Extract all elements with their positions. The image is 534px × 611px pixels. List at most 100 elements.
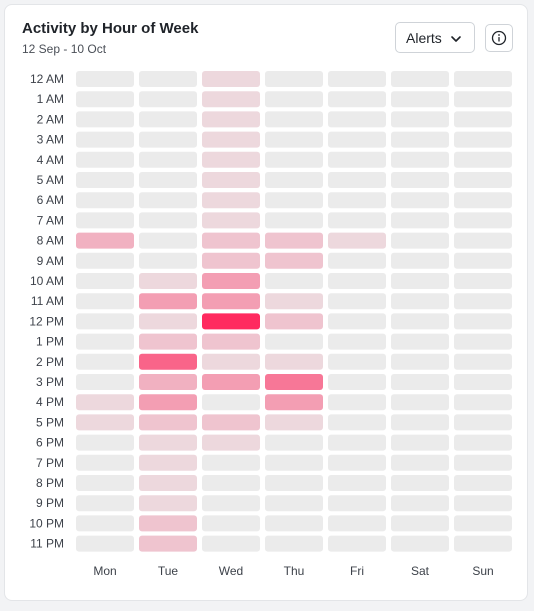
- heatmap-cell[interactable]: [454, 454, 512, 471]
- heatmap-cell[interactable]: [328, 91, 386, 108]
- heatmap-cell[interactable]: [76, 535, 134, 552]
- heatmap-cell[interactable]: [76, 394, 134, 411]
- heatmap-cell[interactable]: [454, 535, 512, 552]
- heatmap-cell[interactable]: [265, 394, 323, 411]
- heatmap-cell[interactable]: [202, 293, 260, 310]
- heatmap-cell[interactable]: [454, 293, 512, 310]
- heatmap-cell[interactable]: [328, 374, 386, 390]
- heatmap-cell[interactable]: [139, 111, 197, 128]
- heatmap-cell[interactable]: [202, 273, 260, 289]
- heatmap-cell[interactable]: [454, 353, 512, 370]
- heatmap-cell[interactable]: [328, 252, 386, 269]
- heatmap-cell[interactable]: [76, 374, 134, 390]
- info-button[interactable]: [485, 24, 513, 52]
- heatmap-cell[interactable]: [391, 71, 449, 87]
- heatmap-cell[interactable]: [202, 475, 260, 491]
- heatmap-cell[interactable]: [139, 414, 197, 431]
- heatmap-cell[interactable]: [202, 535, 260, 552]
- heatmap-cell[interactable]: [328, 212, 386, 229]
- heatmap-cell[interactable]: [139, 434, 197, 451]
- heatmap-cell[interactable]: [202, 252, 260, 269]
- heatmap-cell[interactable]: [139, 535, 197, 552]
- heatmap-cell[interactable]: [328, 293, 386, 310]
- heatmap-cell[interactable]: [202, 313, 260, 330]
- heatmap-cell[interactable]: [265, 374, 323, 390]
- heatmap-cell[interactable]: [391, 333, 449, 350]
- heatmap-cell[interactable]: [139, 252, 197, 269]
- heatmap-cell[interactable]: [328, 232, 386, 249]
- heatmap-cell[interactable]: [391, 353, 449, 370]
- heatmap-cell[interactable]: [391, 374, 449, 390]
- heatmap-cell[interactable]: [76, 515, 134, 532]
- heatmap-cell[interactable]: [76, 131, 134, 148]
- heatmap-cell[interactable]: [391, 434, 449, 451]
- heatmap-cell[interactable]: [139, 172, 197, 188]
- heatmap-cell[interactable]: [454, 172, 512, 188]
- heatmap-cell[interactable]: [139, 333, 197, 350]
- heatmap-cell[interactable]: [391, 252, 449, 269]
- heatmap-cell[interactable]: [454, 374, 512, 390]
- heatmap-cell[interactable]: [139, 212, 197, 229]
- heatmap-cell[interactable]: [454, 111, 512, 128]
- heatmap-cell[interactable]: [391, 91, 449, 108]
- heatmap-cell[interactable]: [391, 454, 449, 471]
- heatmap-cell[interactable]: [391, 414, 449, 431]
- heatmap-cell[interactable]: [202, 192, 260, 209]
- heatmap-cell[interactable]: [454, 232, 512, 249]
- heatmap-cell[interactable]: [139, 293, 197, 310]
- heatmap-cell[interactable]: [202, 232, 260, 249]
- heatmap-cell[interactable]: [454, 212, 512, 229]
- heatmap-cell[interactable]: [328, 535, 386, 552]
- heatmap-cell[interactable]: [391, 293, 449, 310]
- heatmap-cell[interactable]: [76, 212, 134, 229]
- heatmap-cell[interactable]: [202, 333, 260, 350]
- heatmap-cell[interactable]: [265, 111, 323, 128]
- heatmap-cell[interactable]: [391, 394, 449, 411]
- heatmap-cell[interactable]: [265, 273, 323, 289]
- heatmap-cell[interactable]: [391, 131, 449, 148]
- heatmap-cell[interactable]: [328, 71, 386, 87]
- heatmap-cell[interactable]: [202, 515, 260, 532]
- heatmap-cell[interactable]: [139, 515, 197, 532]
- heatmap-cell[interactable]: [265, 131, 323, 148]
- heatmap-cell[interactable]: [391, 212, 449, 229]
- heatmap-cell[interactable]: [454, 475, 512, 491]
- heatmap-cell[interactable]: [391, 515, 449, 532]
- heatmap-cell[interactable]: [265, 475, 323, 491]
- heatmap-cell[interactable]: [454, 91, 512, 108]
- heatmap-cell[interactable]: [202, 151, 260, 168]
- heatmap-cell[interactable]: [391, 495, 449, 512]
- heatmap-cell[interactable]: [328, 151, 386, 168]
- heatmap-cell[interactable]: [328, 333, 386, 350]
- heatmap-cell[interactable]: [454, 313, 512, 330]
- heatmap-cell[interactable]: [328, 192, 386, 209]
- heatmap-cell[interactable]: [328, 414, 386, 431]
- heatmap-cell[interactable]: [391, 111, 449, 128]
- heatmap-cell[interactable]: [454, 333, 512, 350]
- heatmap-cell[interactable]: [454, 192, 512, 209]
- heatmap-cell[interactable]: [76, 172, 134, 188]
- heatmap-cell[interactable]: [328, 313, 386, 330]
- heatmap-cell[interactable]: [454, 434, 512, 451]
- heatmap-cell[interactable]: [76, 333, 134, 350]
- heatmap-cell[interactable]: [391, 172, 449, 188]
- heatmap-cell[interactable]: [391, 273, 449, 289]
- heatmap-cell[interactable]: [202, 172, 260, 188]
- heatmap-cell[interactable]: [265, 414, 323, 431]
- heatmap-cell[interactable]: [328, 515, 386, 532]
- heatmap-cell[interactable]: [265, 535, 323, 552]
- heatmap-cell[interactable]: [265, 333, 323, 350]
- heatmap-cell[interactable]: [454, 71, 512, 87]
- heatmap-cell[interactable]: [454, 394, 512, 411]
- heatmap-cell[interactable]: [139, 232, 197, 249]
- heatmap-cell[interactable]: [76, 111, 134, 128]
- heatmap-cell[interactable]: [139, 151, 197, 168]
- heatmap-cell[interactable]: [328, 172, 386, 188]
- heatmap-cell[interactable]: [76, 475, 134, 491]
- heatmap-cell[interactable]: [202, 131, 260, 148]
- heatmap-cell[interactable]: [454, 414, 512, 431]
- heatmap-cell[interactable]: [202, 71, 260, 87]
- heatmap-cell[interactable]: [454, 495, 512, 512]
- heatmap-cell[interactable]: [202, 454, 260, 471]
- heatmap-cell[interactable]: [139, 273, 197, 289]
